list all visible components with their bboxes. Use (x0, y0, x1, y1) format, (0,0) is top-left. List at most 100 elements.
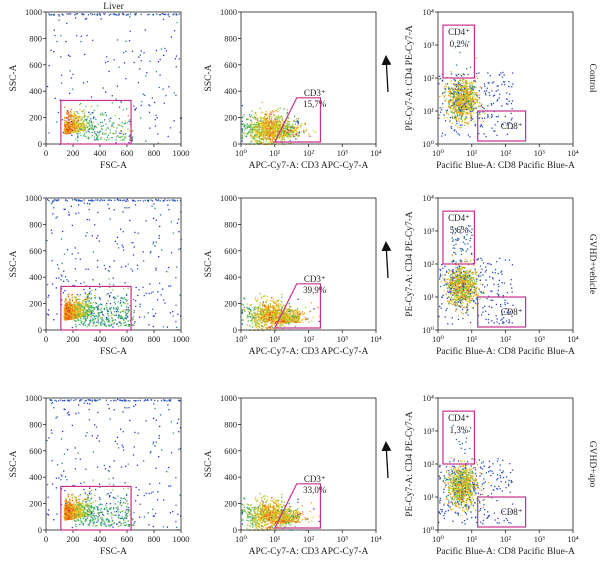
event-dot (121, 13, 123, 15)
event-dot (127, 310, 129, 313)
event-dot (58, 19, 60, 21)
event-dot (77, 311, 79, 313)
event-dot (91, 314, 93, 316)
event-dot (116, 243, 118, 245)
event-dot (503, 74, 505, 76)
event-dot (115, 130, 117, 132)
y-tick-label: 10¹ (423, 106, 435, 116)
event-dot (302, 321, 305, 323)
event-dot (268, 129, 271, 131)
event-dot (125, 323, 127, 326)
event-dot (470, 102, 472, 104)
event-dot (295, 134, 297, 136)
event-dot (115, 297, 117, 299)
event-dot (72, 312, 74, 314)
event-dot (65, 298, 67, 300)
event-dot (74, 297, 77, 299)
event-dot (51, 260, 53, 262)
event-dot (72, 315, 74, 317)
event-dot (90, 307, 93, 309)
event-dot (77, 136, 79, 138)
event-dot (118, 314, 121, 317)
event-dot (250, 119, 252, 121)
event-dot (293, 131, 295, 133)
event-dot (92, 306, 94, 309)
event-dot (474, 103, 477, 105)
event-dot (74, 268, 76, 270)
event-dot (93, 127, 96, 129)
event-dot (67, 313, 69, 316)
x-tick-label: 10¹ (269, 148, 281, 158)
event-dot (73, 309, 76, 311)
event-dot (71, 313, 73, 315)
event-dot (456, 122, 458, 125)
event-dot (73, 127, 76, 129)
event-dot (73, 304, 75, 306)
event-dot (125, 293, 128, 295)
event-dot (82, 310, 84, 312)
event-dot (448, 104, 450, 106)
event-dot (463, 97, 466, 99)
event-dot (474, 86, 476, 88)
event-dot (255, 327, 257, 329)
event-dot (98, 240, 100, 242)
event-dot (277, 123, 279, 125)
event-dot (116, 85, 119, 87)
event-dot (162, 13, 164, 15)
event-dot (261, 308, 263, 310)
event-dot (254, 140, 256, 142)
event-dot (179, 131, 181, 133)
event-dot (75, 311, 77, 313)
event-dot (170, 285, 172, 287)
event-dot (457, 115, 459, 117)
event-dot (290, 142, 292, 144)
event-dot (469, 108, 471, 110)
event-dot (50, 14, 52, 16)
event-dot (261, 101, 263, 104)
event-dot (77, 302, 79, 304)
event-dot (261, 126, 263, 128)
event-dot (106, 294, 108, 296)
event-dot (470, 103, 473, 105)
event-dot (469, 104, 471, 106)
event-dot (95, 126, 97, 128)
event-dot (103, 314, 105, 317)
event-dot (261, 121, 263, 124)
event-dot (277, 303, 279, 305)
event-dot (459, 74, 462, 76)
event-dot (77, 129, 79, 132)
event-dot (80, 35, 83, 37)
event-dot (255, 139, 257, 141)
event-dot (82, 324, 85, 326)
event-dot (125, 299, 128, 301)
event-dot (289, 316, 291, 319)
event-dot (163, 200, 165, 202)
event-dot (137, 232, 139, 234)
event-dot (88, 219, 91, 221)
event-dot (155, 114, 157, 116)
event-dot (284, 130, 286, 132)
event-dot (462, 78, 464, 81)
event-dot (453, 93, 455, 95)
event-dot (78, 204, 80, 206)
event-dot (84, 324, 86, 326)
event-dot (460, 97, 462, 100)
event-dot (129, 305, 131, 307)
event-dot (87, 268, 89, 270)
event-dot (88, 308, 90, 310)
event-dot (445, 109, 447, 111)
event-dot (61, 82, 63, 84)
event-dot (81, 200, 83, 202)
event-dot (67, 124, 69, 126)
event-dot (60, 35, 62, 37)
event-dot (266, 125, 268, 127)
event-dot (257, 121, 259, 123)
event-dot (303, 132, 305, 134)
event-dot (117, 124, 119, 126)
event-dot (66, 312, 68, 315)
event-dot (76, 293, 78, 296)
event-dot (286, 123, 288, 125)
event-dot (91, 200, 93, 202)
event-dot (123, 136, 125, 138)
cd3-panel: 10⁰ 10¹ 10² 10³ 10⁴02004006008001000APC-Cy7-… (204, 193, 382, 357)
